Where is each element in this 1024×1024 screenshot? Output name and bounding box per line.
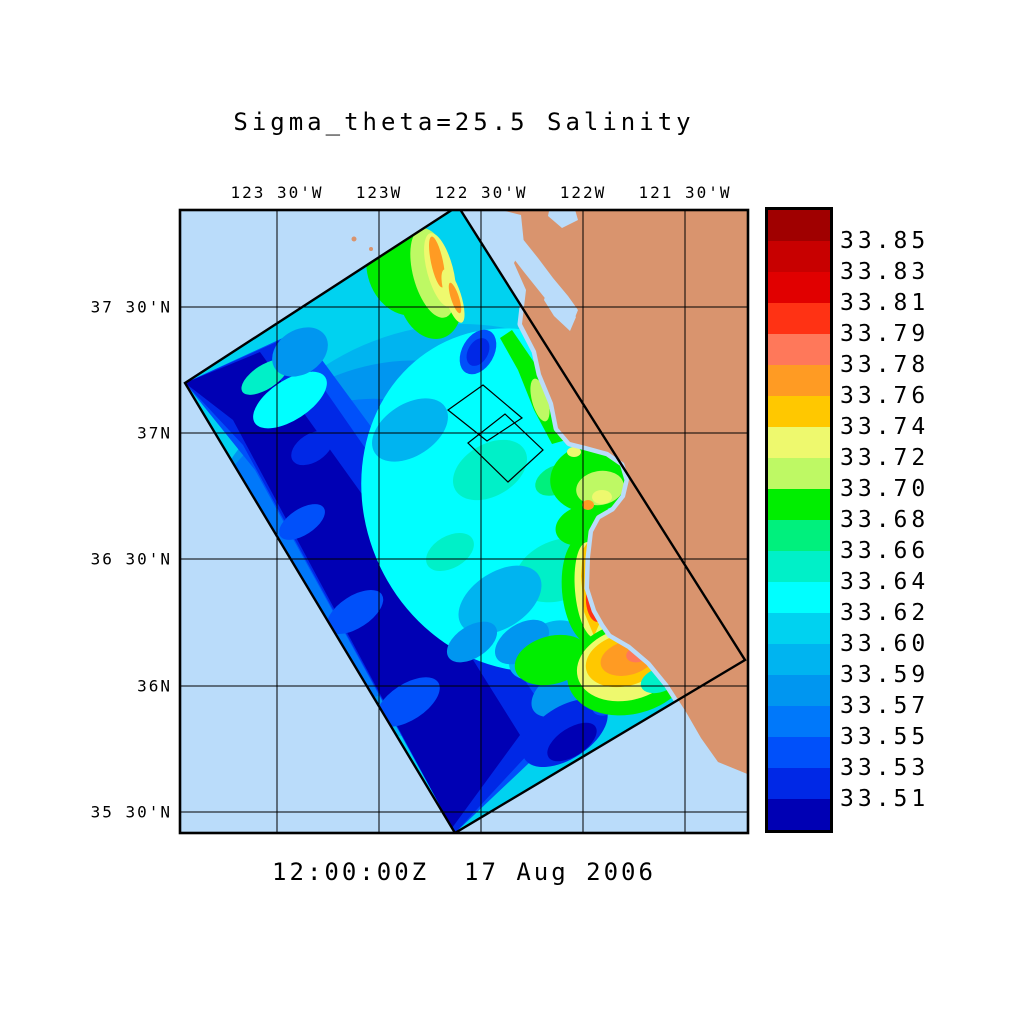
colorbar-segment (768, 768, 830, 799)
salinity-patch (547, 722, 597, 762)
colorbar-tick-label: 33.79 (840, 321, 930, 347)
colorbar-segment (768, 396, 830, 427)
salinity-patch (253, 371, 327, 429)
salinity-patch (530, 378, 550, 422)
colorbar-segment (768, 582, 830, 613)
colorbar-segment (768, 365, 830, 396)
colorbar-tick-label: 33.70 (840, 476, 930, 502)
colorbar-segment (768, 334, 830, 365)
lon-tick-label: 123W (355, 183, 403, 202)
colorbar-tick-label: 33.51 (840, 786, 930, 812)
colorbar-segment (768, 241, 830, 272)
colorbar-segment (768, 706, 830, 737)
colorbar-segment (768, 489, 830, 520)
lat-tick-label: 35 30'N (90, 802, 172, 822)
salinity-patch (372, 398, 448, 462)
salinity-patch (185, 352, 520, 828)
lon-tick-label: 123 30'W (230, 183, 324, 202)
lat-tick-label: 36N (137, 676, 172, 696)
colorbar-tick-label: 33.81 (840, 290, 930, 316)
study-area-box (447, 384, 524, 442)
lon-tick-label: 122 30'W (434, 183, 528, 202)
colorbar-tick-label: 33.62 (840, 600, 930, 626)
colorbar-segment (768, 427, 830, 458)
island (351, 236, 357, 242)
page-title: Sigma_theta=25.5 Salinity (233, 108, 695, 136)
study-area-box (467, 413, 544, 483)
island (369, 247, 373, 251)
colorbar-segment (768, 210, 830, 241)
colorbar (765, 207, 833, 833)
colorbar-segment (768, 737, 830, 768)
colorbar-segment (768, 613, 830, 644)
colorbar-tick-label: 33.60 (840, 631, 930, 657)
salinity-patch (426, 533, 474, 571)
colorbar-segment (768, 458, 830, 489)
colorbar-tick-label: 33.76 (840, 383, 930, 409)
salinity-patch (466, 338, 490, 366)
salinity-patch (453, 439, 527, 501)
lon-tick-label: 121 30'W (638, 183, 732, 202)
colorbar-tick-label: 33.59 (840, 662, 930, 688)
lon-tick-label: 122W (559, 183, 607, 202)
lat-tick-label: 37N (137, 423, 172, 443)
colorbar-tick-label: 33.53 (840, 755, 930, 781)
timestamp-label: 12:00:00Z 17 Aug 2006 (272, 858, 656, 886)
colorbar-tick-label: 33.83 (840, 259, 930, 285)
colorbar-tick-label: 33.72 (840, 445, 930, 471)
colorbar-segment (768, 551, 830, 582)
map-border (178, 208, 750, 835)
salinity-patch (279, 504, 325, 540)
map-area (180, 210, 748, 833)
colorbar-tick-label: 33.85 (840, 228, 930, 254)
colorbar-segment (768, 799, 830, 830)
salinity-patch (448, 282, 462, 314)
salinity-patch (291, 430, 333, 466)
colorbar-segment (768, 644, 830, 675)
colorbar-tick-label: 33.64 (840, 569, 930, 595)
salinity-patch (446, 621, 498, 663)
swath-outline (183, 210, 747, 833)
lat-tick-label: 37 30'N (90, 297, 172, 317)
salinity-patch (592, 490, 612, 504)
salinity-patch (458, 565, 542, 635)
salinity-patch (272, 327, 328, 377)
colorbar-tick-label: 33.74 (840, 414, 930, 440)
colorbar-segment (768, 520, 830, 551)
salinity-patch (567, 447, 581, 457)
colorbar-tick-label: 33.78 (840, 352, 930, 378)
colorbar-segment (768, 272, 830, 303)
san-francisco-bay (483, 210, 578, 331)
colorbar-tick-label: 33.55 (840, 724, 930, 750)
salinity-patch (429, 236, 445, 288)
salinity-patch (376, 677, 440, 727)
colorbar-tick-label: 33.66 (840, 538, 930, 564)
salinity-patch (326, 590, 384, 634)
colorbar-segment (768, 675, 830, 706)
land (501, 210, 748, 775)
colorbar-tick-label: 33.68 (840, 507, 930, 533)
colorbar-segment (768, 303, 830, 334)
salinity-patch (582, 500, 594, 510)
colorbar-tick-label: 33.57 (840, 693, 930, 719)
lat-tick-label: 36 30'N (90, 549, 172, 569)
